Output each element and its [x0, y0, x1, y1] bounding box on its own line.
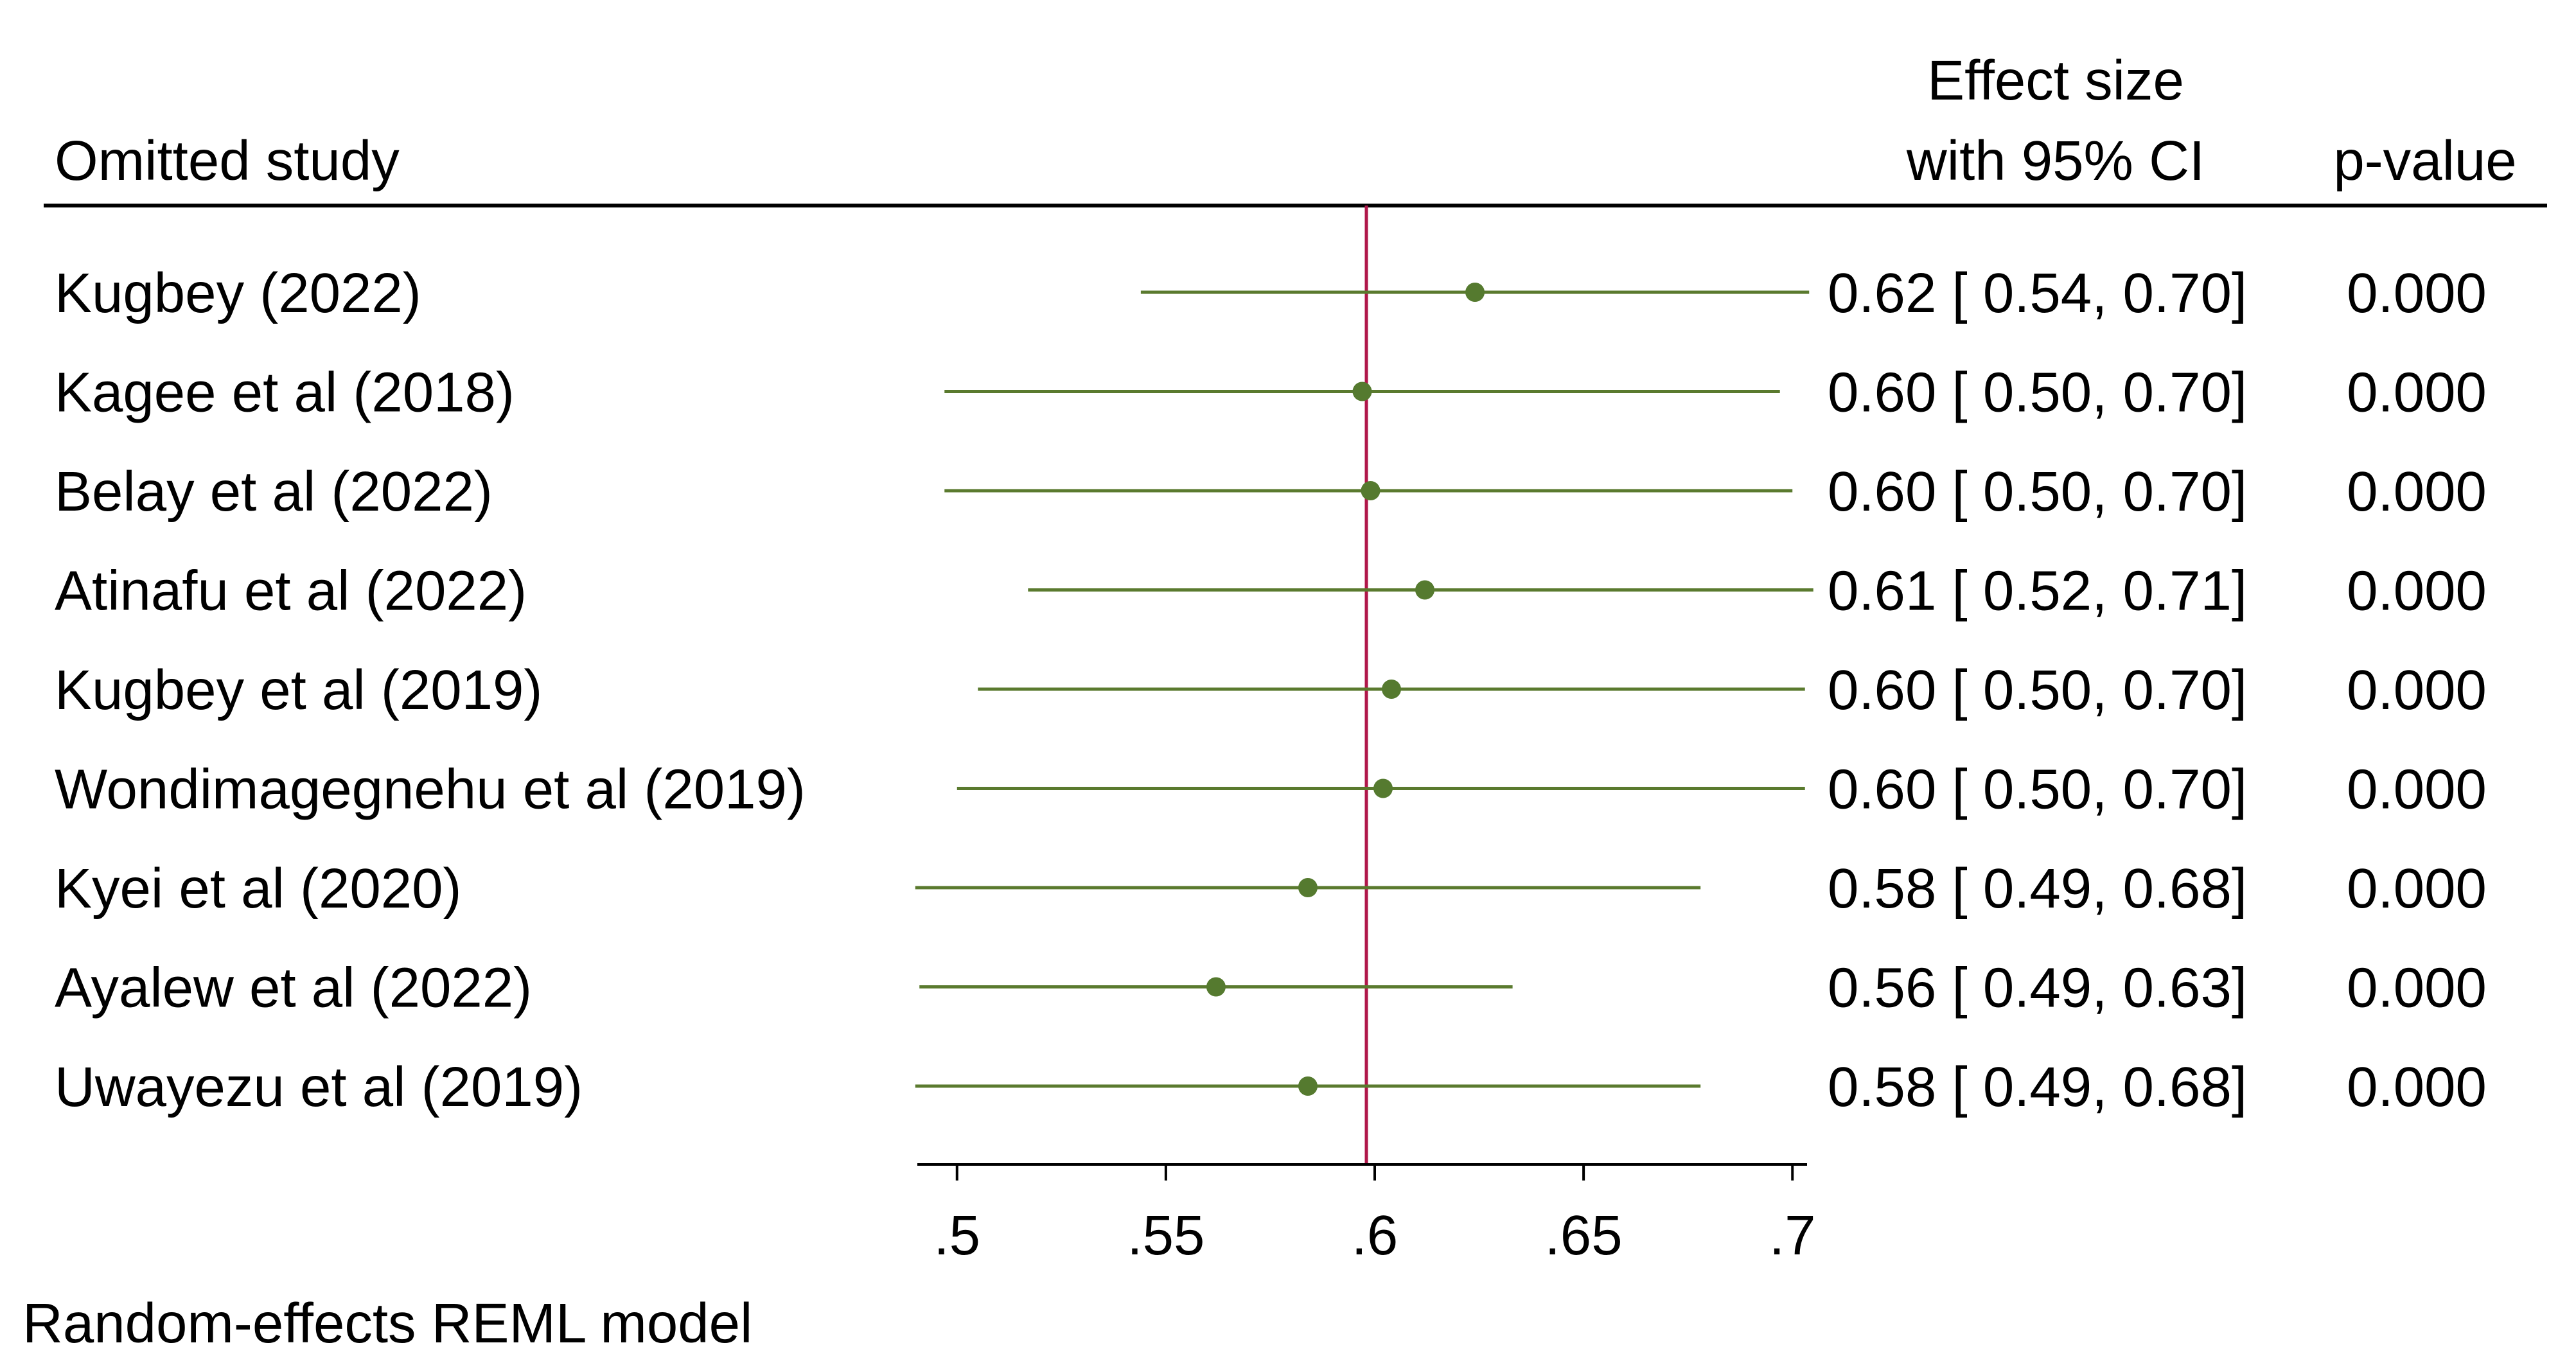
study-row: Atinafu et al (2022) 0.61 [ 0.52, 0.71] 0.…	[55, 560, 2487, 622]
x-tick-label: .55	[1127, 1204, 1204, 1267]
study-column-header: Omitted study	[55, 130, 400, 192]
study-row: Uwayezu et al (2019) 0.58 [ 0.49, 0.68] 0.…	[55, 1056, 2487, 1118]
effect-point	[1298, 1076, 1318, 1096]
effect-point	[1298, 878, 1318, 897]
study-row: Kugbey (2022) 0.62 [ 0.54, 0.70] 0.000	[55, 262, 2487, 324]
effect-ci-text: 0.60 [ 0.50, 0.70]	[1828, 659, 2247, 721]
x-tick-label: .7	[1769, 1204, 1816, 1267]
effect-ci-text: 0.60 [ 0.50, 0.70]	[1828, 461, 2247, 523]
effect-point	[1352, 382, 1372, 401]
effect-point	[1361, 481, 1381, 500]
effect-point	[1465, 283, 1485, 302]
p-value: 0.000	[2347, 759, 2487, 821]
study-row: Ayalew et al (2022) 0.56 [ 0.49, 0.63] 0.0…	[55, 957, 2487, 1019]
effect-ci-text: 0.62 [ 0.54, 0.70]	[1828, 262, 2247, 324]
study-row: Kagee et al (2018) 0.60 [ 0.50, 0.70] 0.00…	[55, 362, 2487, 424]
effect-size-header-line1: Effect size	[1927, 49, 2184, 112]
effect-ci-text: 0.60 [ 0.50, 0.70]	[1828, 362, 2247, 424]
study-row: Kyei et al (2020) 0.58 [ 0.49, 0.68] 0.000	[55, 857, 2487, 920]
effect-ci-text: 0.60 [ 0.50, 0.70]	[1828, 759, 2247, 821]
study-row: Belay et al (2022) 0.60 [ 0.50, 0.70] 0.00…	[55, 461, 2487, 523]
effect-ci-text: 0.58 [ 0.49, 0.68]	[1828, 1056, 2247, 1118]
p-value: 0.000	[2347, 857, 2487, 920]
model-note: Random-effects REML model	[22, 1292, 752, 1355]
study-label: Kugbey et al (2019)	[55, 659, 542, 721]
effect-size-header-line2: with 95% CI	[1906, 130, 2205, 192]
x-tick-label: .6	[1352, 1204, 1398, 1267]
study-row: Kugbey et al (2019) 0.60 [ 0.50, 0.70] 0.0…	[55, 659, 2487, 721]
p-value: 0.000	[2347, 262, 2487, 324]
x-tick-label: .65	[1545, 1204, 1623, 1267]
p-value: 0.000	[2347, 957, 2487, 1019]
p-value: 0.000	[2347, 659, 2487, 721]
study-label: Belay et al (2022)	[55, 461, 493, 523]
x-tick-label: .5	[933, 1204, 980, 1267]
study-label: Wondimagegnehu et al (2019)	[55, 759, 806, 821]
p-value: 0.000	[2347, 1056, 2487, 1118]
p-value: 0.000	[2347, 362, 2487, 424]
effect-ci-text: 0.61 [ 0.52, 0.71]	[1828, 560, 2247, 622]
study-label: Atinafu et al (2022)	[55, 560, 527, 622]
effect-point	[1382, 680, 1402, 699]
study-row: Wondimagegnehu et al (2019) 0.60 [ 0.50, …	[55, 759, 2487, 821]
pvalue-column-header: p-value	[2333, 130, 2516, 192]
study-label: Kugbey (2022)	[55, 262, 421, 324]
p-value: 0.000	[2347, 560, 2487, 622]
study-label: Kyei et al (2020)	[55, 857, 462, 920]
study-label: Ayalew et al (2022)	[55, 957, 532, 1019]
study-label: Uwayezu et al (2019)	[55, 1056, 583, 1118]
study-label: Kagee et al (2018)	[55, 362, 515, 424]
effect-point	[1373, 778, 1393, 798]
p-value: 0.000	[2347, 461, 2487, 523]
effect-point	[1206, 977, 1226, 997]
effect-ci-text: 0.58 [ 0.49, 0.68]	[1828, 857, 2247, 920]
effect-point	[1415, 580, 1435, 600]
effect-ci-text: 0.56 [ 0.49, 0.63]	[1828, 957, 2247, 1019]
